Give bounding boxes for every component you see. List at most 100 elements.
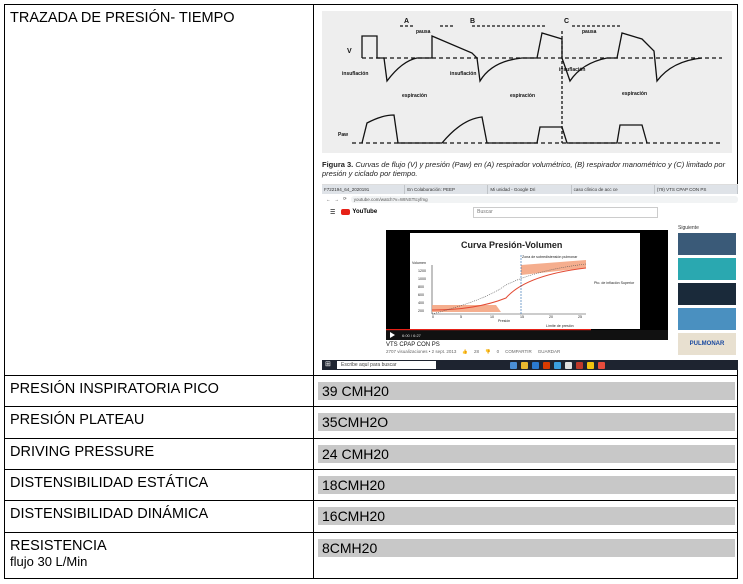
youtube-play-icon [341,209,351,215]
ytick: 600 [418,293,424,297]
progress-fill [386,329,591,331]
pip-value: 39 CMH20 [318,382,735,400]
waveform-svg: A B C pausa pausa V insuflación insuflac… [338,18,722,144]
plateau-label: PRESIÓN PLATEAU [10,412,145,428]
static-compliance-value: 18CMH20 [318,476,735,494]
menu-icon[interactable]: ☰ [330,209,336,216]
insuflacion-3: insuflación [559,67,585,73]
address-bar[interactable]: youtube.com/watch?v=WINSTtcyfmg [350,195,738,203]
browser-tab[interactable]: Mi unidad - Google Dri [488,185,572,194]
v-label: V [347,48,352,55]
resistance-sublabel: flujo 30 L/Min [10,554,88,569]
browser-tabs: F722194_64_2020191 En Colaboración: PEEP… [322,185,738,194]
row-value-cell: 18CMH20 [313,469,738,501]
xtick: 15 [520,315,524,319]
header-label: TRAZADA DE PRESIÓN- TIEMPO [10,10,235,26]
taskbar-app-icon[interactable] [598,361,605,369]
youtube-screenshot: F722194_64_2020191 En Colaboración: PEEP… [322,184,738,370]
taskbar-app-icon[interactable] [510,361,517,369]
taskbar-app-icon[interactable] [565,361,572,369]
slide-lower-label: Límite de presión [546,324,574,328]
insuflacion-1: insuflación [342,71,368,77]
respiratory-mechanics-table: TRAZADA DE PRESIÓN- TIEMPO A B C pausa p… [4,4,738,579]
pv-curve-inspiratory [431,263,587,315]
youtube-header: ☰ YouTube Buscar [322,204,738,220]
search-input[interactable]: Buscar [473,206,659,218]
taskbar-app-icon[interactable] [532,361,539,369]
upper-zone-fill [521,260,586,275]
ytick: 1000 [418,277,426,281]
dislike-icon[interactable]: 👎 [485,349,491,354]
video-thumbnail[interactable] [678,283,736,305]
row-label-cell: DRIVING PRESSURE [4,438,314,470]
dynamic-compliance-value: 16CMH20 [318,507,735,525]
row-label-cell: DISTENSIBILIDAD DINÁMICA [4,500,314,533]
taskbar-chrome-icon[interactable] [587,361,594,369]
reload-icon[interactable]: ⟳ [343,196,347,201]
video-thumbnail[interactable] [678,258,736,280]
next-label: Siguiente [678,225,699,231]
driving-pressure-label: DRIVING PRESSURE [10,444,155,460]
save-button[interactable]: GUARDAR [537,349,561,354]
forward-icon[interactable]: → [334,196,340,202]
row-value-cell: 24 CMH20 [313,438,738,470]
video-caption: VTS CPAP CON PS [386,342,440,348]
video-player[interactable]: Curva Presión-Volumen Volumen Presión Zo… [386,230,668,340]
caption-bold: Figura 3. [322,160,354,169]
dislike-count: 0 [496,349,500,354]
windows-start-icon[interactable]: ⊞ [325,361,331,368]
slide-ylabel: Volumen [412,261,426,265]
windows-taskbar: ⊞ Escribe aquí para buscar [322,360,738,370]
resistance-label: RESISTENCIA [10,538,107,554]
browser-tab[interactable]: (79) VTS CPAP CON PS [655,185,738,194]
row-value-cell: 39 CMH20 [313,375,738,407]
paw-label: Paw [338,132,348,138]
taskbar-app-icon[interactable] [576,361,583,369]
row-label-cell: PRESIÓN PLATEAU [4,406,314,439]
dynamic-compliance-label: DISTENSIBILIDAD DINÁMICA [10,506,209,522]
slide-title: Curva Presión-Volumen [461,240,562,250]
share-button[interactable]: COMPARTIR [505,349,532,354]
youtube-logo-text: YouTube [352,209,378,215]
xtick: 0 [432,315,434,319]
pausa-label-2: pausa [582,29,597,35]
video-thumbnail[interactable] [678,233,736,255]
taskbar-app-icon[interactable] [543,361,550,369]
browser-tab[interactable]: caso clínico de acc ce [572,185,655,194]
caption-text: Curvas de flujo (V) y presión (Paw) en (… [322,160,726,178]
video-thumbnail[interactable] [678,308,736,330]
figure-cell: A B C pausa pausa V insuflación insuflac… [313,4,738,376]
play-icon [390,332,395,338]
insuflacion-2: insuflación [450,71,476,77]
row-value-cell: 8CMH20 [313,532,738,579]
pip-label: PRESIÓN INSPIRATORIA PICO [10,381,219,397]
video-thumbnail[interactable]: PULMONAR [678,333,736,355]
pv-curve [431,267,587,311]
ytick: 800 [418,285,424,289]
back-icon[interactable]: ← [326,196,331,202]
address-bar-row: ← → ⟳ youtube.com/watch?v=WINSTtcyfmg [322,194,738,204]
plateau-value: 35CMH2O [318,413,735,431]
taskbar-app-icon[interactable] [554,361,561,369]
browser-tab[interactable]: En Colaboración: PEEP [405,185,489,194]
like-icon[interactable]: 👍 [462,349,468,354]
taskbar-folder-icon[interactable] [521,361,528,369]
controls-bar [386,330,668,340]
espiracion-3: espiración [622,91,647,97]
pausa-label-1: pausa [416,29,431,35]
letter-a: A [404,18,409,25]
ytick: 400 [418,301,424,305]
letter-b: B [470,18,475,25]
youtube-logo[interactable]: YouTube [341,209,377,215]
espiracion-2: espiración [510,93,535,99]
espiracion-1: espiración [402,93,427,99]
resistance-value: 8CMH20 [318,539,735,557]
slide-upper-zone: Zona de sobredistensión pulmonar [522,255,578,259]
slide-background [410,233,640,329]
xtick: 20 [549,315,553,319]
row-value-cell: 16CMH20 [313,500,738,533]
taskbar-search[interactable]: Escribe aquí para buscar [337,361,436,369]
browser-tab[interactable]: F722194_64_2020191 [322,185,406,194]
xtick: 25 [578,315,582,319]
slide-xlabel: Presión [498,319,510,323]
